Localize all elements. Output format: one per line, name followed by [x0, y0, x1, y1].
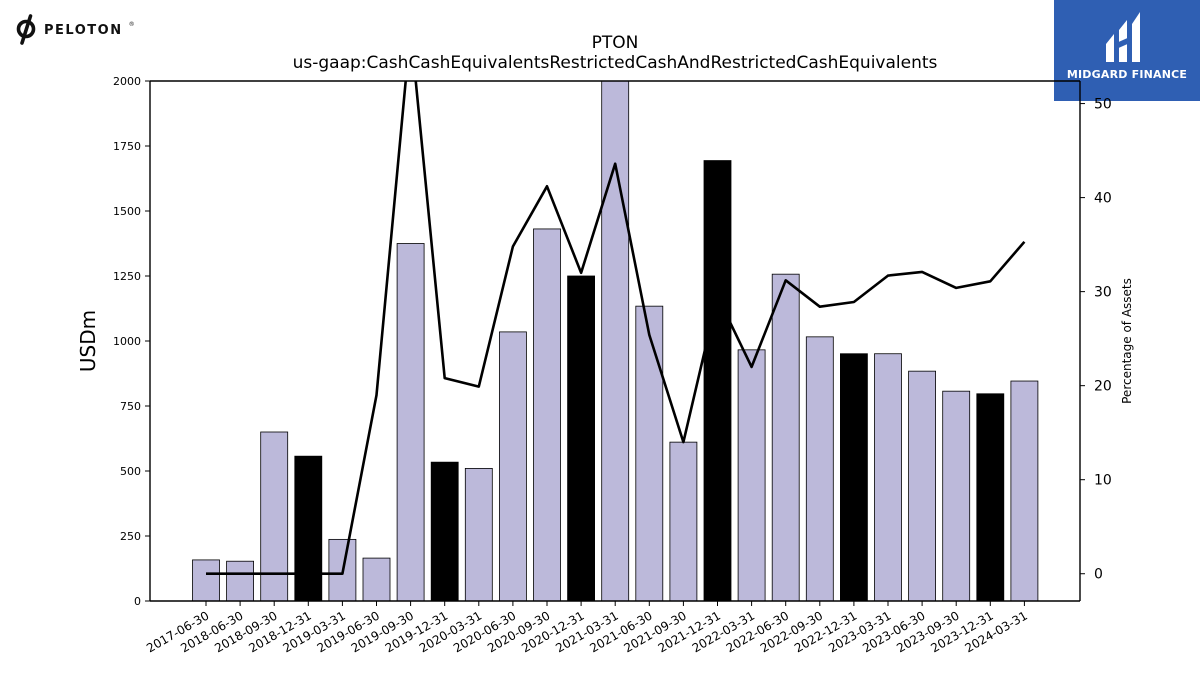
bar: [430, 461, 459, 601]
y-tick-label: 1250: [113, 270, 141, 283]
chart-subtitle: us-gaap:CashCashEquivalentsRestrictedCas…: [293, 53, 938, 73]
bar: [840, 353, 868, 601]
y2-tick-label: 40: [1094, 191, 1112, 207]
midgard-logo-icon: [1106, 12, 1140, 62]
bar: [464, 467, 493, 601]
bar: [260, 431, 289, 601]
bar: [294, 455, 323, 601]
bar: [567, 275, 595, 601]
bar: [669, 441, 698, 601]
y-tick-label: 750: [120, 400, 141, 413]
bar: [601, 81, 630, 601]
bar: [1010, 380, 1039, 601]
bar: [805, 336, 834, 601]
y2-tick-label: 20: [1094, 379, 1112, 395]
bar: [737, 349, 766, 601]
bar: [771, 273, 800, 601]
y2-tick-label: 10: [1094, 473, 1112, 489]
y-tick-label: 250: [120, 530, 141, 543]
y-tick-label: 500: [120, 465, 141, 478]
percentage-line: [206, 81, 1026, 576]
y-tick-label: 0: [134, 595, 141, 608]
y-axis-label: USDm: [76, 310, 100, 372]
peloton-logo: PELOTON ®: [14, 14, 135, 46]
bar: [908, 370, 936, 601]
peloton-logo-text: PELOTON: [44, 22, 123, 38]
bar: [942, 390, 971, 601]
y-tick-label: 2000: [113, 75, 141, 88]
registered-mark: ®: [128, 20, 135, 28]
bar: [192, 559, 220, 601]
midgard-finance-watermark: MIDGARD FINANCE: [1054, 0, 1200, 101]
midgard-finance-label: MIDGARD FINANCE: [1066, 68, 1188, 81]
y2-tick-label: 30: [1094, 285, 1112, 301]
bar: [874, 353, 902, 601]
bar: [635, 305, 664, 601]
y2-tick-label: 0: [1094, 567, 1103, 583]
y-tick-label: 1500: [113, 205, 141, 218]
bar: [226, 560, 255, 601]
bar: [396, 243, 425, 601]
bar: [362, 557, 391, 601]
bar: [533, 228, 561, 601]
y2-tick-label: 50: [1094, 97, 1112, 113]
y-tick-label: 1000: [113, 335, 141, 348]
y2-axis-label: Percentage of Assets: [1120, 278, 1134, 404]
y-tick-label: 1750: [113, 140, 141, 153]
chart-title: PTON: [592, 33, 639, 53]
bar: [498, 331, 527, 601]
peloton-logo-icon: [16, 14, 36, 45]
bar: [703, 160, 732, 601]
bar: [976, 393, 1005, 601]
